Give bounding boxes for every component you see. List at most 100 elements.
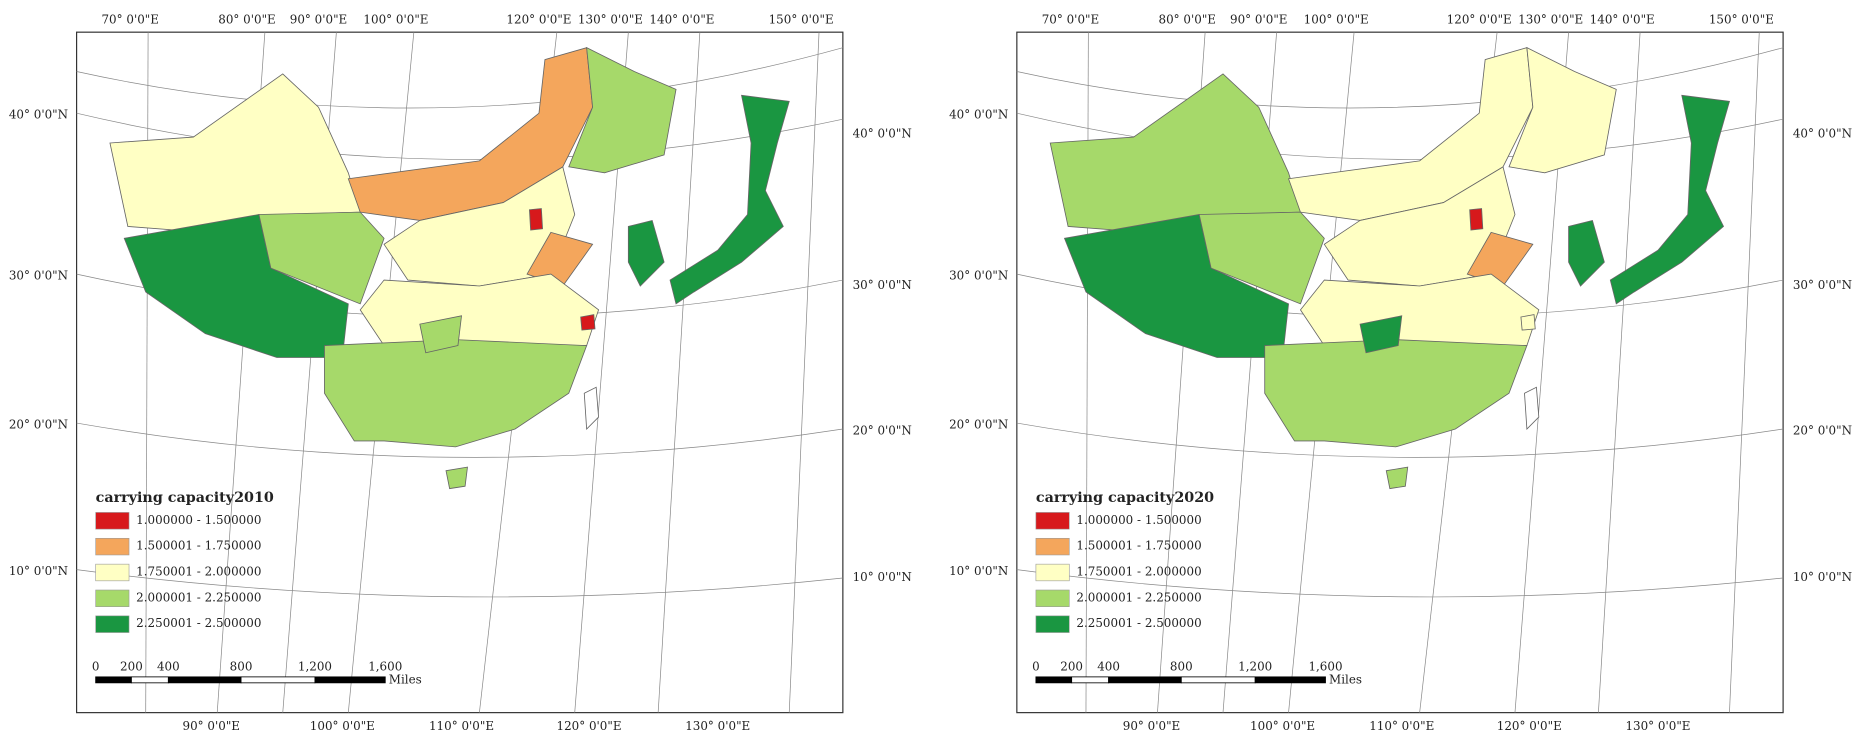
bottom-label: 90° 0'0"E (1123, 719, 1180, 733)
scale-tick-label: 1,600 (368, 659, 402, 673)
top-label: 130° 0'0"E (578, 12, 643, 26)
scale-segment (1071, 676, 1110, 684)
graticule-parallel (1016, 569, 1784, 598)
graticule-parallel (1016, 47, 1784, 109)
graticule-parallel (1016, 112, 1784, 160)
scale-segment (167, 676, 242, 684)
left-label: 20° 0'0"N (949, 417, 1008, 431)
right-label: 20° 0'0"N (1793, 423, 1852, 437)
region-northeast (568, 46, 677, 174)
legend-label: 1.500001 - 1.750000 (1076, 539, 1201, 553)
legend-title: carrying capacity2020 (1036, 490, 1214, 506)
top-label: 120° 0'0"E (506, 12, 571, 26)
left-label: 40° 0'0"N (949, 108, 1008, 122)
region-beijing (529, 208, 543, 231)
top-label: 140° 0'0"E (1590, 12, 1655, 26)
region-japan (1609, 94, 1731, 305)
top-label: 70° 0'0"E (1042, 12, 1099, 26)
left-label: 40° 0'0"N (9, 108, 68, 122)
region-chongqing (1359, 315, 1403, 354)
scale-segment (314, 676, 386, 684)
scale-tick-label: 400 (1097, 659, 1120, 673)
scale-segment (1254, 676, 1326, 684)
region-northeast (1508, 46, 1617, 174)
scale-unit: Miles (389, 672, 422, 686)
graticule-meridian (1598, 32, 1641, 713)
scale-tick-label: 800 (230, 659, 253, 673)
bottom-label: 130° 0'0"E (685, 719, 750, 733)
legend-swatch (95, 537, 130, 556)
legend-swatch (1035, 537, 1070, 556)
top-label: 100° 0'0"E (1304, 12, 1369, 26)
region-hainan (1385, 466, 1409, 490)
region-beijing (1469, 208, 1484, 231)
taiwan (583, 386, 599, 430)
legend-swatch (1035, 512, 1070, 530)
bottom-label: 120° 0'0"E (1497, 719, 1562, 733)
region-korea (1568, 219, 1605, 287)
region-qinghai (1198, 211, 1325, 305)
taiwan (1524, 386, 1540, 430)
map-panel: 70° 0'0"E 80° 0'0"E 90° 0'0"E 100° 0'0"E 120… (949, 12, 1852, 733)
graticule-meridian (657, 32, 701, 713)
legend-label: 2.000001 - 2.250000 (136, 590, 261, 604)
legend-label: 1.750001 - 2.000000 (1076, 564, 1201, 578)
top-label: 100° 0'0"E (363, 12, 428, 26)
legend-swatch (95, 563, 130, 582)
scale-tick-label: 400 (157, 659, 180, 673)
legend-swatch (95, 615, 130, 633)
top-label: 140° 0'0"E (649, 12, 714, 26)
scale-tick-label: 200 (1060, 659, 1083, 673)
scale-unit: Miles (1329, 672, 1362, 686)
region-shanghai (580, 314, 596, 331)
graticule-parallel (76, 112, 843, 160)
graticule-meridian (1729, 32, 1760, 713)
scale-tick-label: 1,200 (1238, 659, 1272, 673)
region-japan (669, 94, 790, 305)
bottom-label: 110° 0'0"E (1369, 719, 1434, 733)
bottom-label: 100° 0'0"E (1250, 719, 1315, 733)
region-shanghai (1520, 314, 1536, 331)
right-label: 20° 0'0"N (853, 423, 912, 437)
scale-tick-label: 0 (1032, 659, 1040, 673)
legend-label: 1.500001 - 1.750000 (136, 539, 261, 553)
top-label: 70° 0'0"E (101, 12, 158, 26)
right-label: 30° 0'0"N (853, 278, 912, 292)
graticule-parallel (76, 569, 843, 598)
right-label: 40° 0'0"N (1793, 127, 1852, 141)
graticule-meridian (788, 32, 820, 713)
region-south (324, 339, 588, 448)
scale-segment (1108, 676, 1182, 684)
scale-segment (240, 676, 316, 684)
top-label: 90° 0'0"E (1230, 12, 1287, 26)
legend-swatch (1035, 615, 1070, 633)
bottom-label: 110° 0'0"E (429, 719, 494, 733)
right-label: 10° 0'0"N (853, 570, 912, 584)
bottom-label: 130° 0'0"E (1625, 719, 1690, 733)
map-panel: 70° 0'0"E 80° 0'0"E 90° 0'0"E 100° 0'0"E 120… (9, 12, 912, 733)
legend-title: carrying capacity2010 (96, 490, 274, 506)
graticule-parallel (1016, 422, 1784, 458)
scale-tick-label: 0 (92, 659, 100, 673)
top-label: 80° 0'0"E (218, 12, 275, 26)
scale-tick-label: 800 (1170, 659, 1193, 673)
top-label: 120° 0'0"E (1447, 12, 1512, 26)
scale-tick-label: 1,600 (1308, 659, 1342, 673)
graticule-parallel (76, 47, 843, 109)
scale-tick-label: 1,200 (298, 659, 332, 673)
region-korea (627, 219, 665, 287)
scale-tick-label: 200 (120, 659, 143, 673)
legend-swatch (95, 512, 130, 530)
scale-segment (1180, 676, 1256, 684)
region-south (1264, 339, 1528, 448)
left-label: 10° 0'0"N (9, 564, 68, 578)
left-label: 30° 0'0"N (949, 268, 1008, 282)
right-label: 30° 0'0"N (1793, 278, 1852, 292)
scale-segment (95, 676, 132, 684)
left-label: 30° 0'0"N (9, 268, 68, 282)
bottom-label: 120° 0'0"E (556, 719, 621, 733)
legend-label: 1.000000 - 1.500000 (1076, 513, 1201, 527)
top-label: 150° 0'0"E (769, 12, 834, 26)
